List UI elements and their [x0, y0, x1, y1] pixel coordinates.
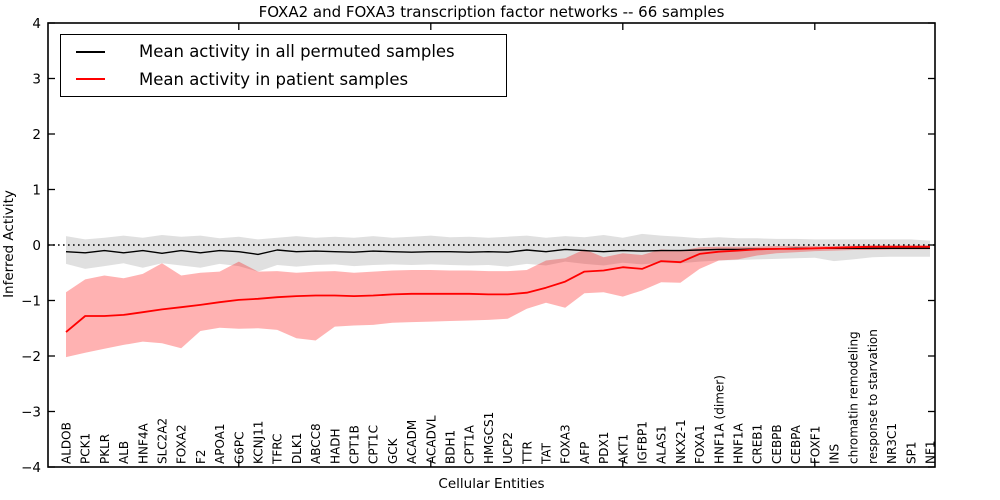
x-tick-label: ACADVL [424, 415, 438, 464]
x-tick-label: NF1 [924, 440, 938, 464]
y-tick-label: 3 [32, 72, 41, 88]
x-tick-label: PDX1 [597, 432, 611, 464]
x-tick-label: DLK1 [290, 433, 304, 464]
y-tick-label: 1 [32, 183, 41, 199]
y-tick-label: −1 [21, 294, 41, 310]
y-tick-label: 2 [32, 127, 41, 143]
x-tick-label: TTR [520, 441, 534, 465]
x-tick-label: FOXA1 [693, 424, 707, 464]
x-tick-label: ABCC8 [309, 423, 323, 464]
legend: Mean activity in all permuted samples Me… [60, 34, 507, 97]
x-tick-label: CPT1C [367, 425, 381, 464]
x-tick-label: CEBPA [789, 424, 803, 464]
legend-line-sample-red [76, 78, 105, 81]
x-tick-label: IGFBP1 [636, 421, 650, 464]
x-tick-label: CPT1B [348, 425, 362, 464]
x-tick-label: PCK1 [79, 433, 93, 464]
x-tick-label: G6PC [232, 431, 246, 464]
x-tick-label: HADH [328, 429, 342, 465]
x-tick-label: HMGCS1 [482, 412, 496, 464]
x-tick-label: ACADM [405, 420, 419, 464]
x-tick-label: APOA1 [213, 423, 227, 464]
x-tick-label: SLC2A2 [156, 418, 170, 464]
x-tick-label: AFP [578, 442, 592, 464]
legend-line-sample-black [76, 50, 105, 53]
x-tick-label: chromatin remodeling [847, 331, 861, 464]
confidence-band-permuted [66, 233, 930, 272]
y-tick-label: 0 [32, 238, 41, 254]
x-tick-label: HNF4A [136, 422, 150, 464]
y-axis-title: Inferred Activity [1, 190, 17, 298]
y-tick-label: −4 [21, 460, 41, 476]
legend-label-permuted: Mean activity in all permuted samples [139, 42, 455, 62]
x-tick-label: CPT1A [463, 424, 477, 464]
x-tick-label: AKT1 [616, 434, 630, 464]
x-tick-label: TFRC [271, 434, 285, 465]
x-tick-label: NR3C1 [885, 423, 899, 464]
x-tick-label: SP1 [904, 442, 918, 465]
x-tick-label: response to starvation [866, 329, 880, 464]
y-tick-label: −3 [21, 405, 41, 421]
confidence-band-patient [66, 245, 930, 358]
x-tick-label: CEBPB [770, 424, 784, 464]
x-tick-label: ALAS1 [655, 425, 669, 464]
x-axis-title: Cellular Entities [438, 476, 545, 492]
x-tick-label: NKX2-1 [674, 419, 688, 464]
series-line-patient [65, 245, 930, 333]
legend-entry-patient: Mean activity in patient samples [61, 66, 506, 93]
x-tick-label: FOXA3 [559, 424, 573, 464]
x-tick-label: F2 [194, 449, 208, 464]
chart-title: FOXA2 and FOXA3 transcription factor net… [258, 3, 725, 21]
x-tick-label: FOXA2 [175, 424, 189, 464]
x-tick-label: HNF1A [732, 422, 746, 464]
x-tick-label: FOXF1 [808, 426, 822, 464]
x-tick-label: INS [828, 444, 842, 464]
x-tick-label: UCP2 [501, 432, 515, 464]
x-tick-label: HNF1A (dimer) [712, 375, 726, 464]
x-tick-label: BDH1 [444, 430, 458, 464]
x-tick-label: CREB1 [751, 424, 765, 464]
x-tick-label: ALB [117, 441, 131, 464]
x-tick-label: GCK [386, 437, 400, 464]
x-tick-label: TAT [540, 442, 554, 465]
legend-label-patient: Mean activity in patient samples [139, 69, 409, 89]
x-tick-label: PKLR [98, 434, 112, 464]
y-tick-label: −2 [21, 349, 41, 365]
x-tick-label: KCNJ11 [252, 421, 266, 464]
x-tick-label: ALDOB [60, 422, 74, 464]
legend-entry-permuted: Mean activity in all permuted samples [61, 38, 506, 65]
y-tick-label: 4 [32, 16, 41, 32]
